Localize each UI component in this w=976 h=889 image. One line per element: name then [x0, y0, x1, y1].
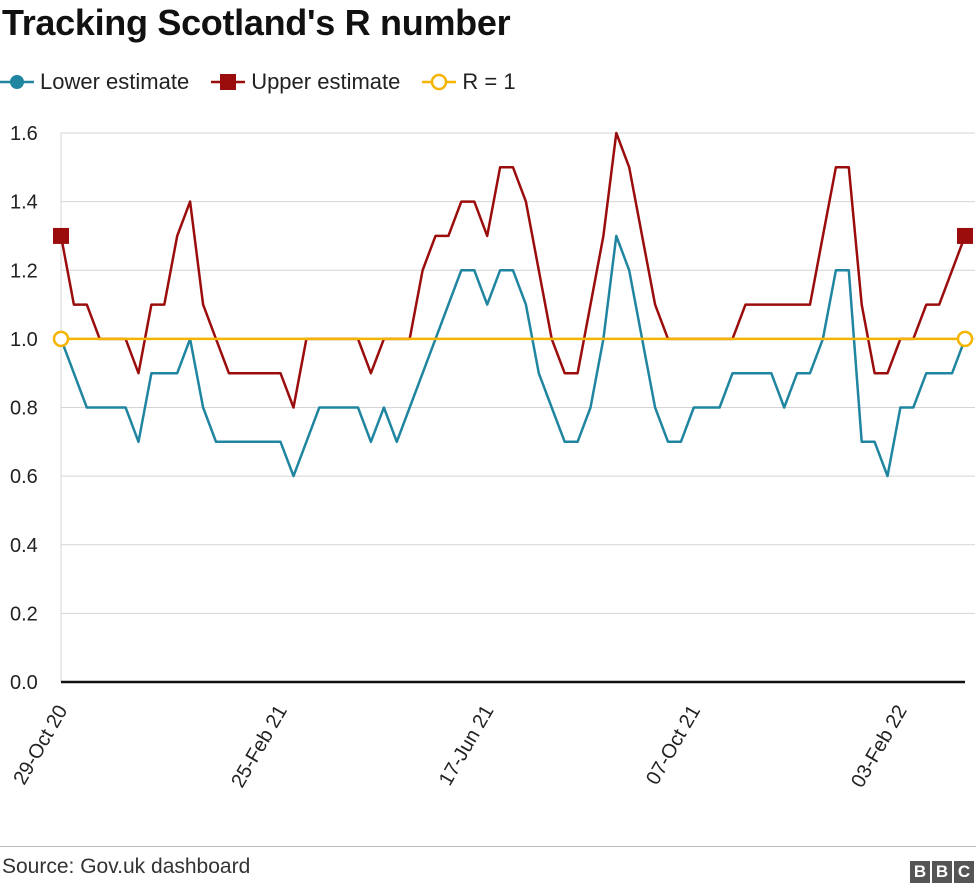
y-tick-label: 1.0: [10, 329, 38, 351]
legend-square-marker-icon: [211, 74, 246, 90]
bbc-logo-letter: B: [910, 861, 930, 883]
chart-title: Tracking Scotland's R number: [2, 2, 511, 43]
legend: Lower estimate Upper estimate R = 1: [0, 66, 538, 98]
legend-item-upper-estimate[interactable]: Upper estimate: [211, 69, 400, 95]
x-tick-label: 25-Feb 21: [227, 702, 292, 792]
series-line-upper-estimate: [59, 131, 967, 409]
y-tick-label: 1.6: [10, 123, 38, 145]
legend-circle-marker-icon: [0, 75, 34, 89]
legend-item-r-equals-1[interactable]: R = 1: [422, 69, 516, 95]
y-tick-label: 1.2: [10, 260, 38, 282]
legend-item-lower-estimate[interactable]: Lower estimate: [0, 69, 189, 95]
y-tick-label: 1.4: [10, 192, 38, 214]
y-tick-label: 0.4: [10, 535, 38, 557]
bbc-logo-letter: B: [932, 861, 952, 883]
x-tick-label: 17-Jun 21: [435, 702, 499, 790]
y-tick-label: 0.2: [10, 603, 38, 625]
y-tick-label: 0.0: [10, 672, 38, 694]
bbc-logo-letter: C: [954, 861, 974, 883]
series-line-lower-estimate: [59, 234, 967, 478]
y-tick-label: 0.6: [10, 466, 38, 488]
x-tick-label: 29-Oct 20: [9, 702, 72, 789]
r-equals-1-end-marker: [52, 330, 70, 348]
r-equals-1-end-marker: [956, 330, 974, 348]
source-note: Source: Gov.uk dashboard: [2, 855, 251, 878]
bbc-logo: B B C: [910, 861, 974, 883]
upper-estimate-end-marker: [53, 227, 69, 244]
legend-label-lower-estimate: Lower estimate: [40, 69, 190, 94]
y-tick-label: 0.8: [10, 398, 38, 420]
upper-estimate-end-marker: [957, 227, 973, 244]
footer-divider: [0, 846, 976, 847]
legend-hollow-circle-marker-icon: [422, 73, 457, 91]
line-chart: 0.0 0.2 0.4 0.6 0.8 1.0 1.2 1.4 1.6 29-Oct 20 25-F…: [9, 123, 975, 792]
x-tick-label: 07-Oct 21: [642, 702, 705, 789]
legend-label-r-equals-1: R = 1: [462, 69, 516, 94]
legend-label-upper-estimate: Upper estimate: [251, 69, 401, 94]
x-tick-label: 03-Feb 22: [847, 702, 912, 792]
